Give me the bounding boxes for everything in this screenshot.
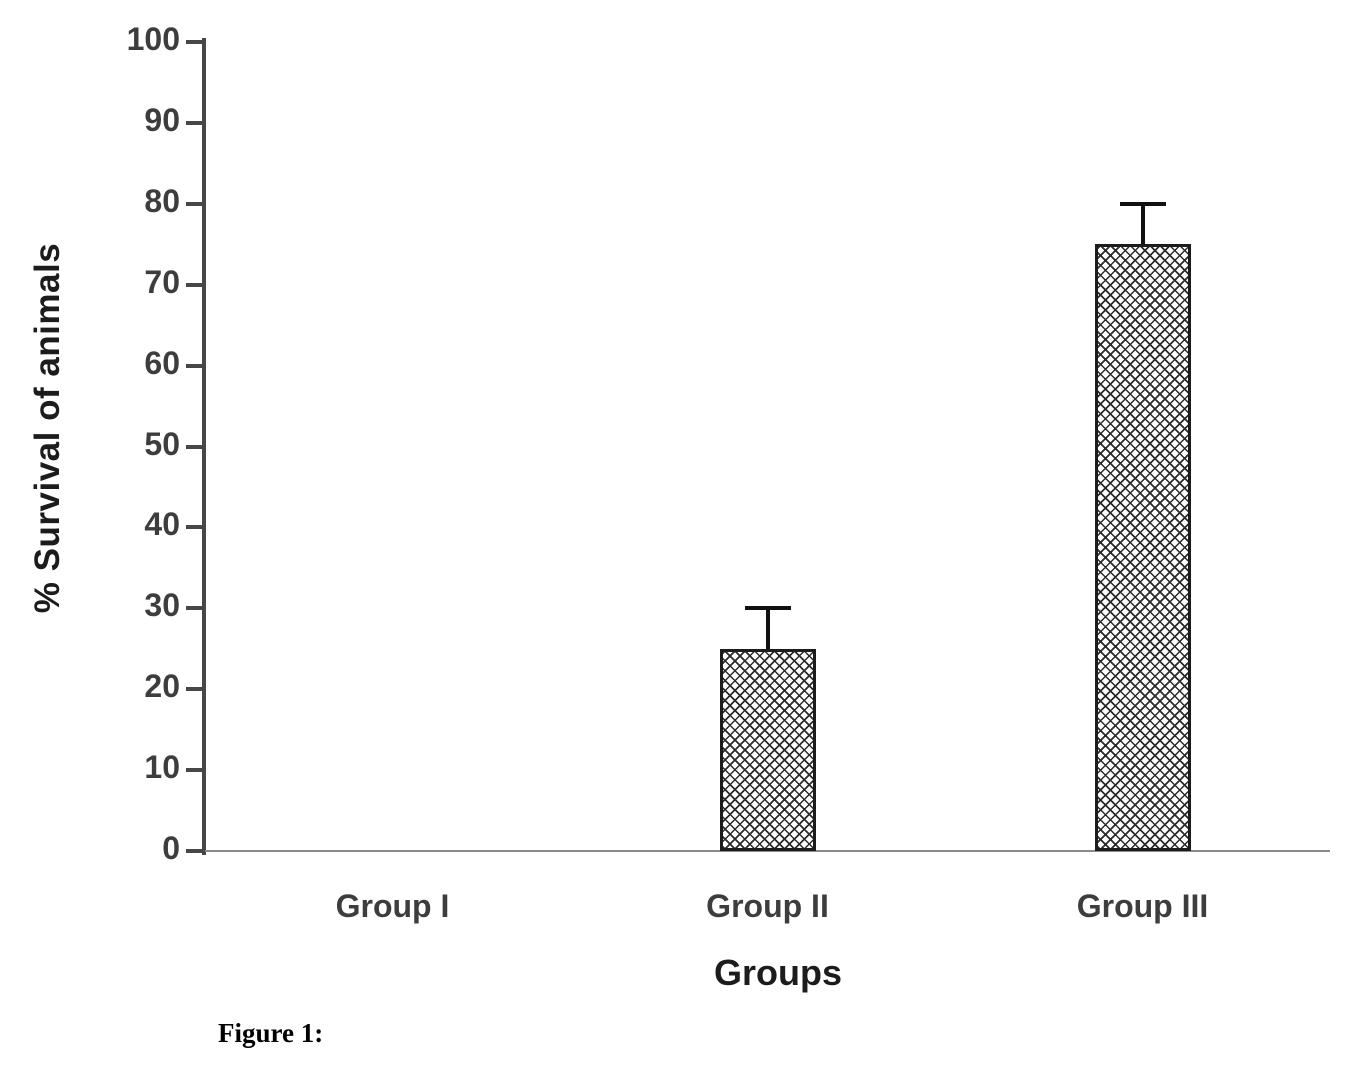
error-bar-cap: [1119, 201, 1166, 206]
y-axis-line: [202, 38, 206, 855]
y-tick-label: 100: [126, 21, 180, 57]
y-tick: [186, 768, 202, 773]
y-tick: [186, 201, 202, 206]
bar: [719, 648, 816, 851]
y-tick: [186, 444, 202, 449]
y-tick: [186, 363, 202, 368]
x-category-label: Group I: [335, 888, 450, 924]
y-tick: [186, 40, 202, 44]
y-tick: [186, 606, 202, 611]
y-tick-label: 50: [144, 425, 180, 462]
y-tick-label: 80: [144, 182, 180, 219]
x-category-label: Group III: [1076, 888, 1209, 924]
y-tick: [186, 687, 202, 692]
y-tick: [186, 525, 202, 530]
y-tick-label: 10: [144, 749, 180, 786]
x-axis-title: Groups: [713, 952, 842, 993]
y-tick: [186, 120, 202, 125]
y-tick-label: 60: [144, 344, 180, 381]
y-tick-label: 70: [144, 263, 180, 300]
error-bar-line: [765, 608, 770, 649]
y-tick-label: 90: [144, 101, 180, 138]
y-tick-label: 20: [144, 668, 180, 705]
y-axis-title: % Survival of animals: [28, 242, 67, 614]
y-tick-label: 30: [144, 587, 180, 624]
figure-caption: Figure 1:: [218, 1018, 324, 1048]
error-bar-cap: [744, 606, 791, 611]
y-tick: [186, 282, 202, 287]
x-axis-line: [205, 850, 1330, 852]
error-bar-line: [1140, 203, 1145, 245]
y-tick-label: 40: [144, 506, 180, 543]
y-tick: [186, 849, 202, 853]
x-category-label: Group II: [706, 888, 829, 924]
bar: [1094, 244, 1191, 851]
y-tick-label: 0: [162, 830, 180, 866]
